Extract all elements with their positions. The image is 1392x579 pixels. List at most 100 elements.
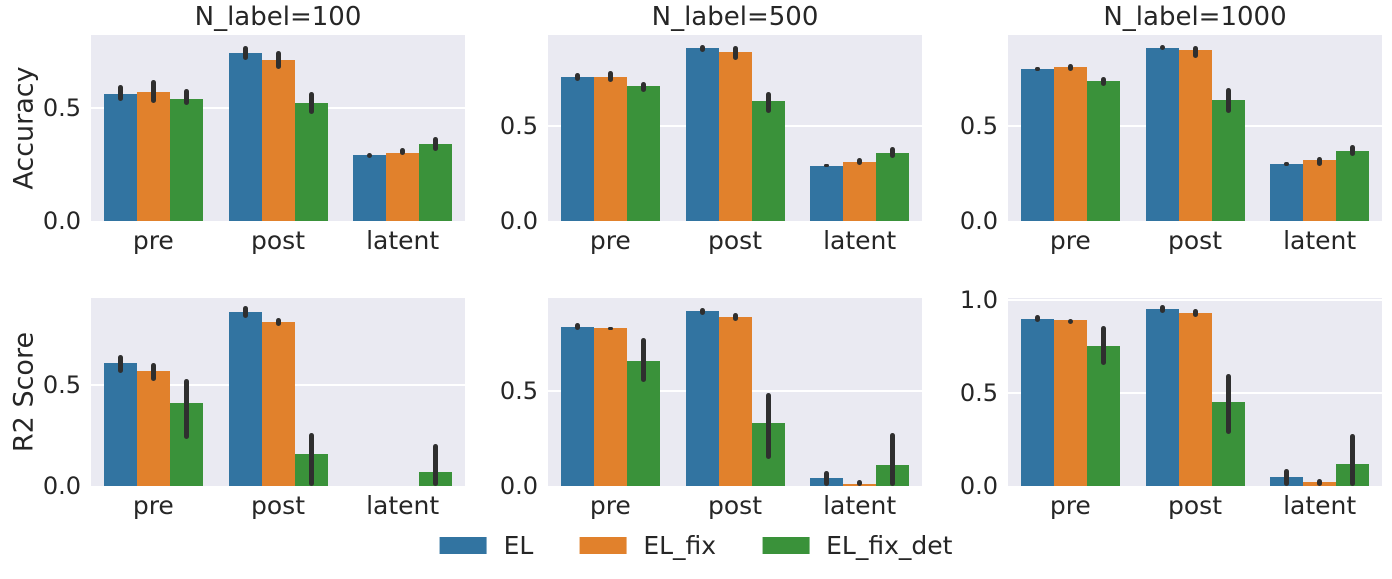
xtick-label-latent: latent [823, 491, 897, 520]
ytick-label: 0.5 [959, 112, 998, 141]
xtick-label-latent: latent [1283, 491, 1357, 520]
bar-EL-pre [560, 76, 594, 221]
subplot-title: N_label=1000 [1103, 2, 1287, 32]
gridline [1008, 298, 1382, 301]
errorbar-EL-post [1159, 305, 1165, 313]
bar-EL_fix-post [1178, 312, 1212, 486]
xtick-label-pre: pre [132, 226, 174, 255]
errorbar-EL-pre [1034, 314, 1040, 323]
bar-EL_fix-pre [593, 328, 627, 486]
subplot-axes-5 [1008, 298, 1382, 486]
legend-label: EL [503, 531, 534, 560]
errorbar-EL_fix-post [732, 46, 738, 60]
errorbar-EL-pre [117, 84, 123, 101]
bar-EL-post [228, 53, 262, 221]
bar-EL-pre [103, 362, 137, 486]
errorbar-EL_fix_det-pre [640, 337, 646, 382]
errorbar-EL_fix-post [1192, 46, 1198, 58]
xtick-label-pre: pre [1049, 491, 1091, 520]
xtick-label-pre: pre [589, 491, 631, 520]
bar-EL_fix-pre [593, 76, 627, 221]
xtick-label-pre: pre [132, 491, 174, 520]
subplot-axes-1 [548, 35, 922, 221]
bar-EL_fix_det-pre [626, 86, 660, 221]
xtick-label-post: post [1168, 226, 1222, 255]
errorbar-EL-pre [574, 73, 580, 81]
bar-EL_fix-pre [1053, 320, 1087, 486]
errorbar-EL_fix_det-latent [890, 147, 896, 159]
ytick-label: 0.0 [42, 472, 81, 500]
errorbar-EL_fix_det-pre [183, 378, 189, 440]
xtick-label-post: post [1168, 491, 1222, 520]
bar-EL_fix-latent [1303, 160, 1337, 221]
bar-EL_fix-post [1178, 50, 1212, 221]
legend-label: EL_fix [643, 531, 717, 560]
xtick-label-post: post [708, 226, 762, 255]
axis-label-r2-score: R2 Score [8, 331, 40, 453]
subplot-axes-2 [1008, 35, 1382, 221]
errorbar-EL_fix_det-pre [183, 89, 189, 106]
errorbar-EL_fix_det-post [308, 91, 314, 115]
errorbar-EL_fix_det-post [1225, 374, 1231, 434]
errorbar-EL_fix_det-pre [1100, 325, 1106, 365]
bar-EL-latent [810, 166, 844, 221]
bar-EL-post [685, 48, 719, 221]
errorbar-EL-pre [574, 322, 580, 331]
bar-EL_fix-post [718, 317, 752, 486]
legend-item-el: EL [439, 531, 534, 560]
bar-EL-post [685, 311, 719, 486]
errorbar-EL_fix-pre [607, 326, 613, 331]
bar-EL_fix-pre [1053, 67, 1087, 221]
bar-EL_fix-latent [386, 153, 420, 221]
errorbar-EL-post [1159, 44, 1165, 51]
errorbar-EL_fix-latent [1317, 156, 1323, 166]
errorbar-EL_fix_det-latent [1350, 145, 1356, 157]
errorbar-EL-post [242, 46, 248, 60]
errorbar-EL_fix_det-latent [433, 443, 439, 486]
errorbar-EL-latent [1284, 469, 1290, 486]
errorbar-EL_fix_det-post [765, 392, 771, 460]
legend-swatch-el_fix_det [762, 537, 810, 554]
errorbar-EL_fix_det-latent [890, 432, 896, 486]
bar-EL-post [1145, 48, 1179, 221]
errorbar-EL_fix-latent [857, 158, 863, 165]
subplot-axes-3 [91, 298, 465, 486]
subplot-axes-4 [548, 298, 922, 486]
bar-EL_fix_det-pre [169, 98, 203, 221]
errorbar-EL_fix-pre [1067, 63, 1073, 72]
ytick-label: 0.5 [959, 378, 998, 407]
xtick-label-pre: pre [1049, 226, 1091, 255]
subplot-title: N_label=100 [194, 2, 362, 32]
xtick-label-post: post [251, 491, 305, 520]
errorbar-EL_fix_det-post [1225, 88, 1231, 113]
ytick-label: 0.0 [42, 207, 81, 235]
ytick-label: 0.0 [499, 472, 538, 500]
bar-EL_fix_det-latent [419, 143, 453, 221]
errorbar-EL-post [699, 307, 705, 316]
errorbar-EL-pre [1034, 67, 1040, 72]
errorbar-EL_fix-pre [150, 80, 156, 104]
legend-label: EL_fix_det [826, 531, 953, 560]
bar-EL_fix_det-pre [1086, 346, 1120, 486]
ytick-label: 0.0 [959, 472, 998, 500]
errorbar-EL_fix-latent [400, 148, 406, 156]
errorbar-EL-pre [117, 354, 123, 373]
bar-EL_fix_det-post [294, 103, 328, 221]
errorbar-EL_fix_det-pre [1100, 76, 1106, 87]
bar-EL_fix_det-latent [1336, 150, 1370, 221]
bar-EL_fix_det-latent [876, 152, 910, 221]
errorbar-EL_fix-post [732, 313, 738, 321]
errorbar-EL_fix_det-latent [1350, 433, 1356, 486]
ytick-label: 1.0 [959, 285, 998, 314]
subplot-title: N_label=500 [651, 2, 819, 32]
errorbar-EL-latent [824, 164, 830, 167]
bar-EL-latent [353, 155, 387, 221]
bar-EL-post [228, 312, 262, 486]
ytick-label: 0.5 [42, 370, 81, 399]
errorbar-EL_fix-post [275, 50, 281, 69]
subplot-axes-0 [91, 35, 465, 221]
legend: EL EL_fix EL_fix_det [439, 531, 953, 560]
bar-EL-pre [103, 94, 137, 221]
errorbar-EL_fix-pre [1067, 318, 1073, 325]
